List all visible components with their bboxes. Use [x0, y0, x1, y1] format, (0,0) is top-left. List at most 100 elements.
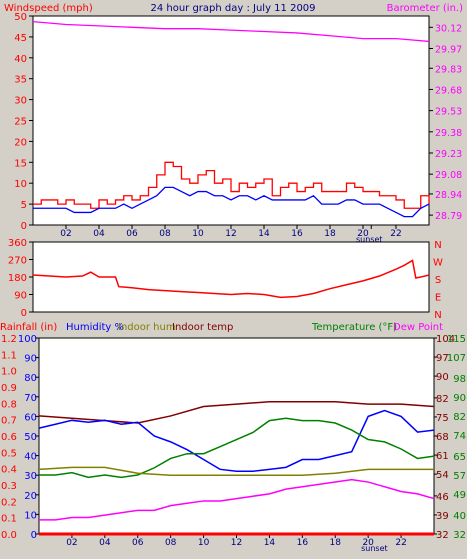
- compass-label: W: [433, 258, 443, 269]
- right-tick-label: 28.79: [435, 211, 462, 222]
- compass-label: S: [435, 275, 441, 286]
- right-tick-label: 29.97: [435, 44, 462, 55]
- x-tick-label: 02: [66, 538, 77, 548]
- temp-right-tick-label: 32: [453, 530, 466, 541]
- right-tick-label: 29.68: [435, 85, 462, 96]
- series-wind-direction: [32, 259, 430, 299]
- dir-tick-label: 90: [14, 291, 27, 302]
- temp-right-tick-label: 82: [453, 412, 466, 423]
- temp-left-tick-label: 104: [436, 334, 455, 345]
- series-wind-average: [33, 186, 430, 218]
- left-tick-label: 5: [21, 200, 27, 211]
- rain-tick-label: 0.4: [1, 465, 17, 476]
- left-tick-label: 50: [14, 12, 27, 23]
- x-tick-label: 14: [264, 538, 276, 548]
- series-dew-point: [39, 478, 435, 521]
- compass-label: N: [434, 240, 441, 251]
- temp-left-tick-label: 97: [436, 353, 449, 364]
- rain-tick-label: 0.6: [1, 432, 17, 443]
- series-temperature-f-: [39, 417, 435, 479]
- x-tick-label: 10: [192, 229, 204, 239]
- compass-label: E: [435, 293, 441, 304]
- left-tick-label: 15: [14, 158, 27, 169]
- temp-right-tick-label: 98: [453, 374, 466, 385]
- rain-tick-label: 0.2: [1, 497, 17, 508]
- temp-right-tick-label: 49: [453, 490, 466, 501]
- series-windspeed-mph-: [33, 161, 430, 209]
- right-tick-label: 28.94: [435, 190, 462, 201]
- dir-tick-label: 180: [8, 273, 27, 284]
- temp-left-tick-label: 39: [436, 511, 449, 522]
- rain-tick-label: 0.8: [1, 399, 17, 410]
- rain-tick-label: 1.1: [1, 350, 17, 361]
- temp-left-tick-label: 54: [436, 470, 449, 481]
- temp-right-tick-label: 40: [453, 511, 466, 522]
- x-tick-label: 04: [99, 538, 111, 548]
- hum-tick-label: 90: [24, 354, 37, 365]
- x-tick-label: 12: [225, 229, 236, 239]
- x-tick-label: 04: [93, 229, 105, 239]
- x-tick-label: 20: [357, 229, 369, 239]
- hum-tick-label: 80: [24, 373, 37, 384]
- temp-left-tick-label: 46: [436, 492, 449, 503]
- sunset-label: sunset: [356, 235, 383, 244]
- temp-right-tick-label: 74: [453, 431, 466, 442]
- temp-left-tick-label: 82: [436, 394, 449, 405]
- dir-tick-label: 270: [8, 256, 27, 267]
- hum-tick-label: 40: [24, 452, 37, 463]
- indoor-temp-legend: Indoor temp: [172, 322, 233, 333]
- left-tick-label: 10: [14, 179, 27, 190]
- temp-left-tick-label: 75: [436, 413, 449, 424]
- x-tick-label: 18: [330, 538, 342, 548]
- rain-tick-label: 0.7: [1, 416, 17, 427]
- right-tick-label: 29.23: [435, 149, 462, 160]
- dir-tick-label: 0: [21, 308, 27, 319]
- rain-humidity-temp-panel: 1.2 1.1 1.0 0.9 0.8 0.7 0.6 0.5 0.4 0.3 0.2 0.1 0.0 1…: [1, 334, 466, 553]
- left-tick-label: 30: [14, 96, 27, 107]
- dew-point-legend: Dew Point: [393, 322, 443, 333]
- hum-tick-label: 50: [24, 432, 37, 443]
- direction-plot-area: [32, 241, 430, 313]
- temp-right-tick-label: 90: [453, 393, 466, 404]
- temp-left-tick-label: 68: [436, 432, 449, 443]
- left-tick-label: 20: [14, 137, 27, 148]
- x-tick-label: 08: [159, 229, 171, 239]
- series-barometer-in-: [32, 21, 430, 43]
- x-tick-label: 14: [258, 229, 270, 239]
- rain-tick-label: 0.9: [1, 383, 17, 394]
- rain-tick-label: 0.1: [1, 514, 17, 525]
- right-tick-label: 29.38: [435, 128, 462, 139]
- x-tick-label: 06: [132, 538, 144, 548]
- barometer-axis-title: Barometer (in.): [387, 3, 463, 14]
- wind-barometer-panel: 5045403530252015105030.1229.9729.8329.68…: [14, 12, 462, 244]
- x-tick-label: 22: [395, 538, 406, 548]
- series-humidity-: [38, 409, 435, 473]
- temp-left-tick-label: 61: [436, 451, 449, 462]
- temperature-legend: Temperature (°F): [311, 322, 397, 333]
- left-tick-label: 35: [14, 75, 27, 86]
- left-tick-label: 40: [14, 54, 27, 65]
- temp-left-tick-label: 90: [436, 372, 449, 383]
- wind-plot-area: [32, 15, 430, 226]
- left-tick-label: 25: [14, 117, 27, 128]
- compass-label: N: [434, 310, 441, 321]
- chart-title: 24 hour graph day : July 11 2009: [150, 3, 315, 14]
- hum-tick-label: 30: [24, 471, 37, 482]
- temp-right-tick-label: 57: [453, 471, 466, 482]
- x-tick-label: 18: [324, 229, 336, 239]
- indoor-hum-legend: Indoor hum: [118, 322, 176, 333]
- humidity-legend: Humidity %: [66, 322, 124, 333]
- hum-tick-label: 10: [24, 510, 37, 521]
- dir-tick-label: 360: [8, 238, 27, 249]
- rain-tick-label: 0.3: [1, 481, 17, 492]
- rain-tick-label: 0.0: [1, 530, 17, 541]
- x-tick-label: 08: [165, 538, 177, 548]
- x-tick-label: 16: [297, 538, 309, 548]
- hum-tick-label: 70: [24, 393, 37, 404]
- rain-tick-label: 0.5: [1, 448, 17, 459]
- right-tick-label: 29.83: [435, 64, 462, 75]
- left-tick-label: 0: [21, 221, 27, 232]
- temp-right-tick-label: 115: [447, 334, 466, 345]
